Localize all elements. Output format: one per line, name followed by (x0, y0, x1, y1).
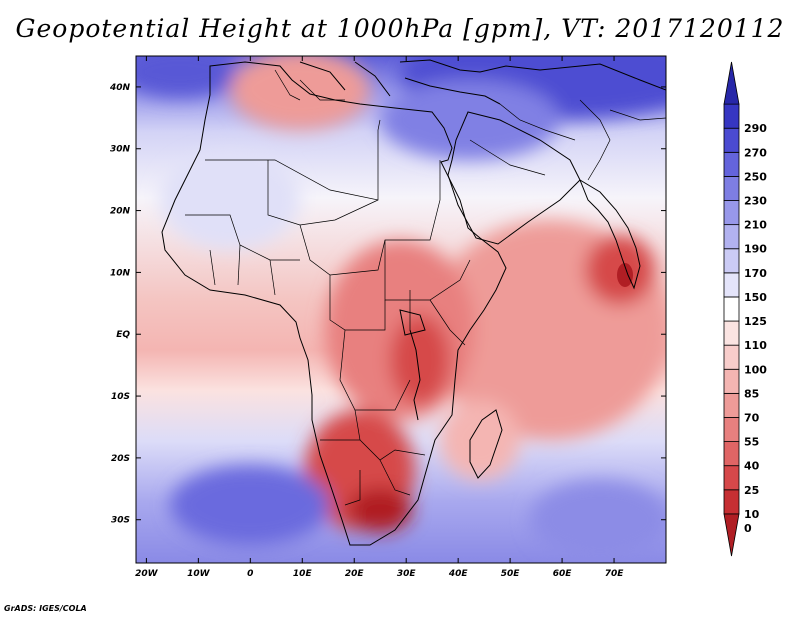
colorbar-level-label: 110 (744, 339, 767, 352)
lon-tick-label: 60E (553, 569, 573, 579)
height-field (136, 56, 666, 563)
lat-tick-label: 20N (110, 207, 131, 217)
colorbar-swatch (723, 296, 740, 322)
lon-tick-label: 40E (448, 569, 469, 579)
lat-tick-label: 30S (111, 516, 130, 526)
colorbar-level-label: 0 (744, 522, 752, 535)
lat-tick-label: 40N (109, 83, 131, 93)
lat-tick-label: 20S (111, 454, 130, 464)
colorbar-swatch (723, 224, 740, 250)
map-frame (135, 55, 667, 564)
lon-tick-label: 50E (501, 569, 521, 579)
lon-tick-label: 30E (397, 569, 417, 579)
colorbar-level-label: 55 (744, 436, 759, 449)
colorbar-swatch (723, 103, 740, 129)
map-title: Geopotential Height at 1000hPa [gpm], VT… (15, 14, 785, 43)
colorbar-swatch (723, 151, 740, 177)
country-borders (185, 69, 666, 506)
colorbar-swatch (723, 176, 740, 201)
colorbar-level-label: 170 (744, 267, 767, 280)
lat-tick-label: 10S (111, 392, 130, 402)
colorbar-level-label: 230 (744, 195, 767, 208)
colorbar-swatch (723, 392, 740, 418)
colorbar-level-label: 250 (744, 170, 767, 183)
lon-tick-label: 10W (187, 569, 211, 579)
colorbar-swatch (723, 368, 740, 394)
colorbar-level-label: 100 (744, 363, 767, 376)
colorbar-swatch (723, 272, 740, 298)
colorbar-swatch (723, 489, 740, 515)
colorbar-level-label: 290 (744, 122, 767, 135)
colorbar: 010 25 40 55 70 85 100 110 125 150 170 190 210 230 250… (723, 61, 767, 557)
colorbar-swatch (723, 441, 740, 467)
colorbar-level-label: 190 (744, 243, 767, 256)
map-axes: 20W 10W 0 10E 20E 30E 40E 50E 60E 70E 40N 30N 20N 10N… (109, 56, 666, 579)
colorbar-swatch (723, 127, 740, 153)
colorbar-swatch-top-arrow (723, 61, 740, 105)
colorbar-level-label: 150 (744, 291, 767, 304)
colorbar-level-label: 10 (744, 508, 760, 521)
lon-tick-label: 20E (345, 569, 365, 579)
colorbar-level-label: 270 (744, 146, 767, 159)
colorbar-swatch-bottom-arrow (723, 513, 740, 557)
colorbar-swatch (723, 344, 740, 370)
colorbar-swatch (723, 248, 740, 274)
coastline (161, 59, 666, 546)
lon-tick-label: 0 (247, 569, 253, 579)
colorbar-swatch (723, 200, 740, 226)
colorbar-level-label: 85 (744, 387, 759, 400)
colorbar-level-label: 25 (744, 484, 759, 497)
colorbar-swatch (723, 465, 740, 491)
colorbar-level-label: 40 (744, 460, 760, 473)
colorbar-swatch (723, 320, 740, 346)
grads-credit: GrADS: IGES/COLA (4, 604, 87, 613)
lon-tick-label: 20W (135, 569, 159, 579)
lat-tick-label: EQ (116, 330, 130, 340)
lat-tick-label: 10N (110, 268, 131, 278)
lon-tick-label: 10E (293, 569, 313, 579)
colorbar-level-label: 125 (744, 315, 767, 328)
lat-tick-label: 30N (110, 145, 131, 155)
colorbar-level-label: 70 (744, 411, 760, 424)
colorbar-level-label: 210 (744, 219, 767, 232)
lon-tick-label: 70E (605, 569, 625, 579)
colorbar-swatch (723, 417, 740, 442)
